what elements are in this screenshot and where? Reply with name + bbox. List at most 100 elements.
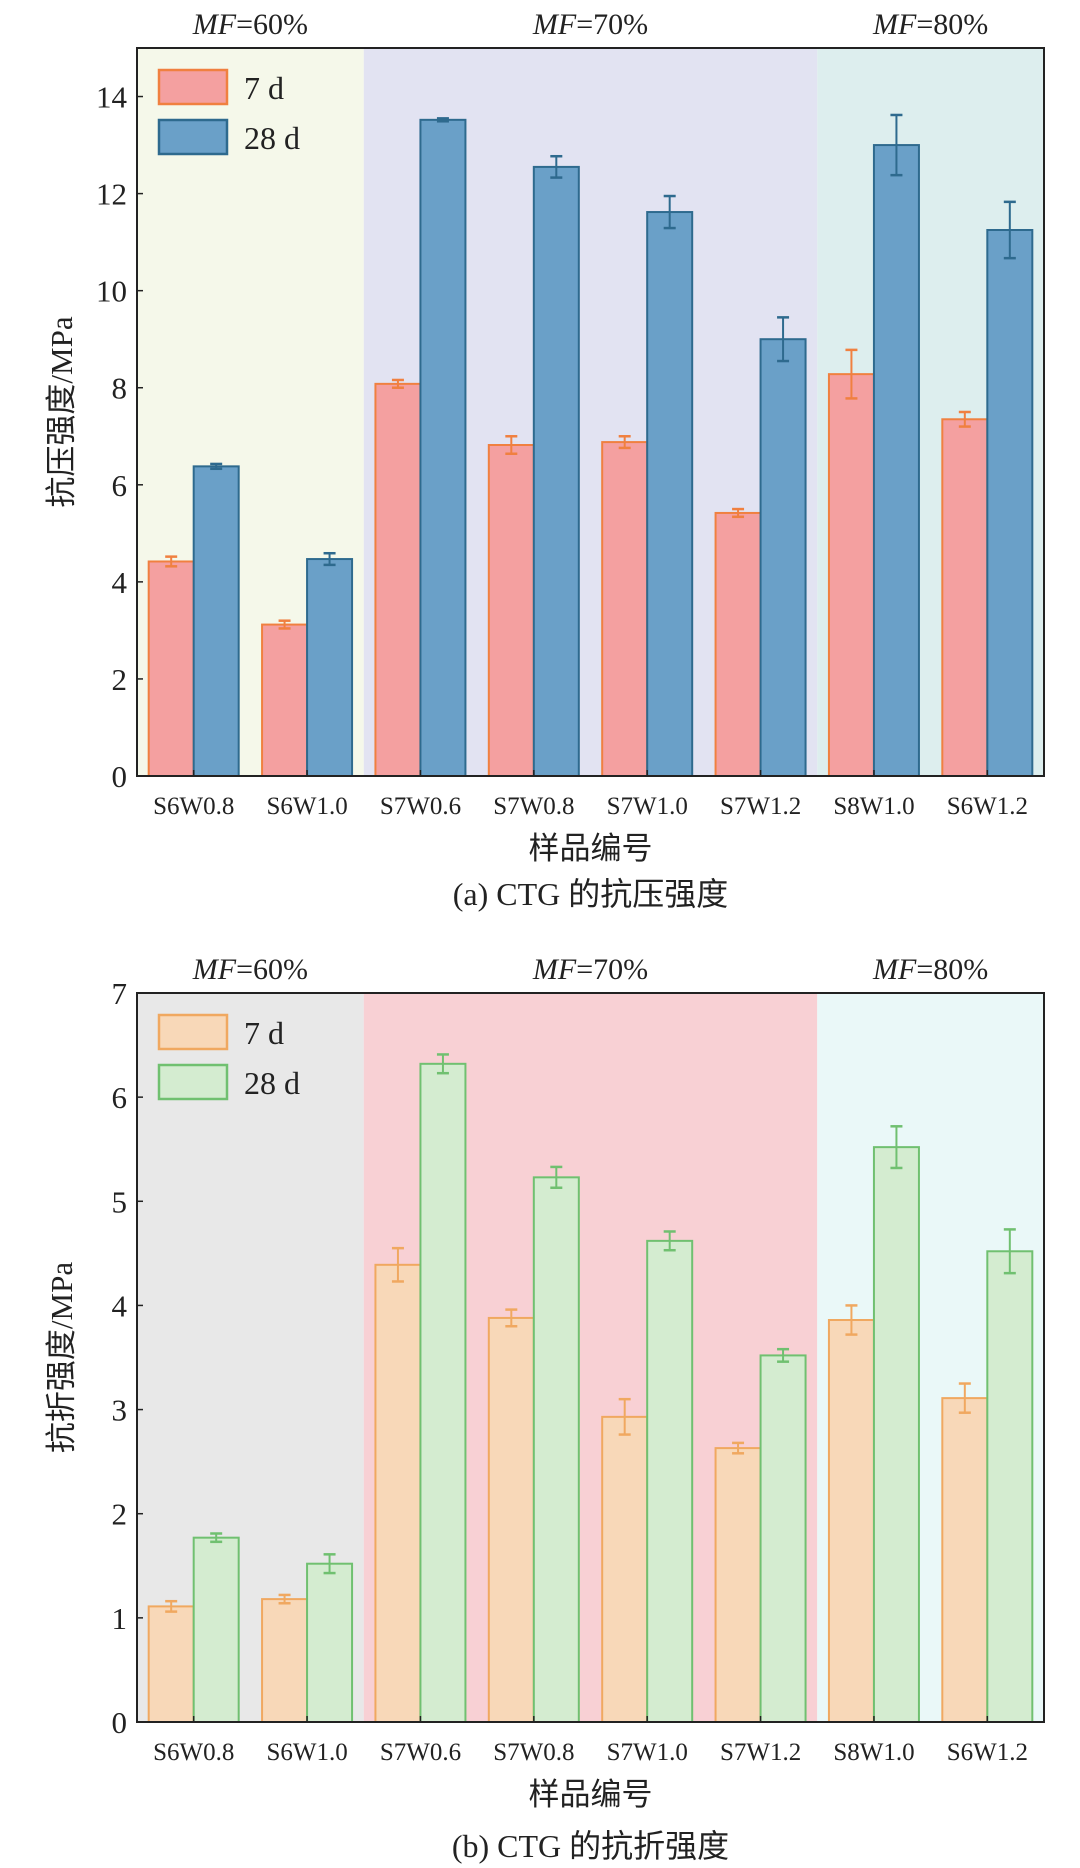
legend-label: 7 d [244,70,284,106]
bar-7d-S6W0.8 [147,560,195,777]
bar-28d-S6W1.0 [306,1562,354,1724]
region-label-italic: MF [192,953,237,986]
x-tick-label: S7W0.8 [493,793,574,820]
x-tick-label: S6W1.0 [266,1739,347,1766]
y-tick-label: 6 [112,1080,128,1115]
region-label: MF=80% [872,8,988,41]
y-tick-label: 4 [112,1288,128,1323]
y-tick-label: 14 [96,80,128,115]
bar-28d-S7W1.0 [646,1239,694,1723]
bar-28d-S6W0.8 [192,1536,240,1723]
bar-7d-S7W1.0 [601,1415,649,1724]
x-tick-label: S8W1.0 [833,1739,914,1766]
y-tick-label: 0 [112,759,128,794]
x-tick-label: S6W0.8 [153,793,234,820]
y-tick-label: 6 [112,468,128,503]
bar-28d-S6W1.2 [986,1250,1034,1723]
x-tick-label: S7W1.2 [720,793,801,820]
bar-7d-S6W1.0 [261,1598,309,1724]
y-tick-label: 7 [112,976,128,1011]
region-label-value: =60% [236,8,308,41]
region-label-italic: MF [872,8,917,41]
y-tick-label: 2 [112,662,128,697]
y-tick-label: 2 [112,1497,128,1532]
region-label-value: =70% [576,8,648,41]
x-axis-label: 样品编号 [529,1777,653,1812]
region-label-value: =80% [916,8,988,41]
bar-28d-S7W1.0 [646,211,694,777]
y-axis-label: 抗压强度/MPa [44,316,79,507]
legend-label: 7 d [244,1015,284,1051]
legend-swatch [157,68,229,106]
bar-28d-S7W1.2 [759,1354,807,1723]
bar-28d-S6W0.8 [192,465,240,777]
bar-7d-S7W0.8 [487,444,535,777]
y-tick-label: 1 [112,1601,128,1636]
y-tick-label: 4 [112,565,128,600]
bar-7d-S6W1.2 [941,418,989,777]
legend-swatch [157,1013,229,1051]
bar-7d-S6W0.8 [147,1605,195,1724]
chart-caption: (a) CTG 的抗压强度 [453,876,729,912]
x-tick-label: S6W1.2 [947,793,1028,820]
region-label-value: =60% [236,953,308,986]
x-tick-label: S6W1.2 [947,1739,1028,1766]
bar-28d-S6W1.2 [986,229,1034,777]
bar-7d-S7W1.2 [714,1447,762,1723]
region-label-italic: MF [532,8,577,41]
region-label: MF=60% [192,8,308,41]
bar-28d-S7W0.6 [419,1062,467,1723]
plot-frame [136,992,1045,1723]
bar-7d-S8W1.0 [827,1319,875,1723]
bar-7d-S7W0.6 [374,1263,422,1723]
region-label-value: =80% [916,953,988,986]
bar-7d-S6W1.0 [261,623,309,777]
region-label-value: =70% [576,953,648,986]
region-label: MF=70% [532,953,648,986]
region-label-italic: MF [872,953,917,986]
legend-label: 28 d [244,120,300,156]
chart-caption: (b) CTG 的抗折强度 [452,1828,729,1864]
x-tick-label: S7W1.2 [720,1739,801,1766]
region-label-italic: MF [192,8,237,41]
x-tick-label: S7W0.6 [380,793,461,820]
region-label: MF=80% [872,953,988,986]
bar-28d-S6W1.0 [306,558,354,778]
x-tick-label: S6W0.8 [153,1739,234,1766]
y-tick-label: 3 [112,1393,128,1428]
y-tick-label: 12 [96,177,127,212]
bar-7d-S7W0.8 [487,1316,535,1723]
y-tick-label: 0 [112,1705,128,1740]
bar-28d-S8W1.0 [872,1146,920,1724]
y-tick-label: 10 [96,274,127,309]
bar-28d-S7W1.2 [759,338,807,777]
bar-28d-S8W1.0 [872,144,920,778]
bar-28d-S7W0.8 [532,1176,580,1723]
bar-7d-S7W1.0 [601,441,649,777]
x-axis-label: 样品编号 [529,831,653,866]
x-tick-label: S7W1.0 [607,793,688,820]
y-tick-label: 8 [112,371,128,406]
x-tick-label: S8W1.0 [833,793,914,820]
bar-28d-S7W0.6 [419,118,467,777]
region-label: MF=70% [532,8,648,41]
legend-swatch [157,118,229,156]
region-label-italic: MF [532,953,577,986]
y-axis-label: 抗折强度/MPa [44,1262,79,1453]
x-tick-label: S7W0.6 [380,1739,461,1766]
region-label: MF=60% [192,953,308,986]
legend-label: 28 d [244,1065,300,1101]
bar-28d-S7W0.8 [532,165,580,777]
plot-frame [136,47,1045,777]
y-tick-label: 5 [112,1184,128,1219]
bar-7d-S8W1.0 [827,373,875,777]
bar-7d-S7W0.6 [374,382,422,777]
legend-swatch [157,1063,229,1101]
x-tick-label: S7W0.8 [493,1739,574,1766]
bar-7d-S6W1.2 [941,1397,989,1723]
x-tick-label: S7W1.0 [607,1739,688,1766]
x-tick-label: S6W1.0 [266,793,347,820]
